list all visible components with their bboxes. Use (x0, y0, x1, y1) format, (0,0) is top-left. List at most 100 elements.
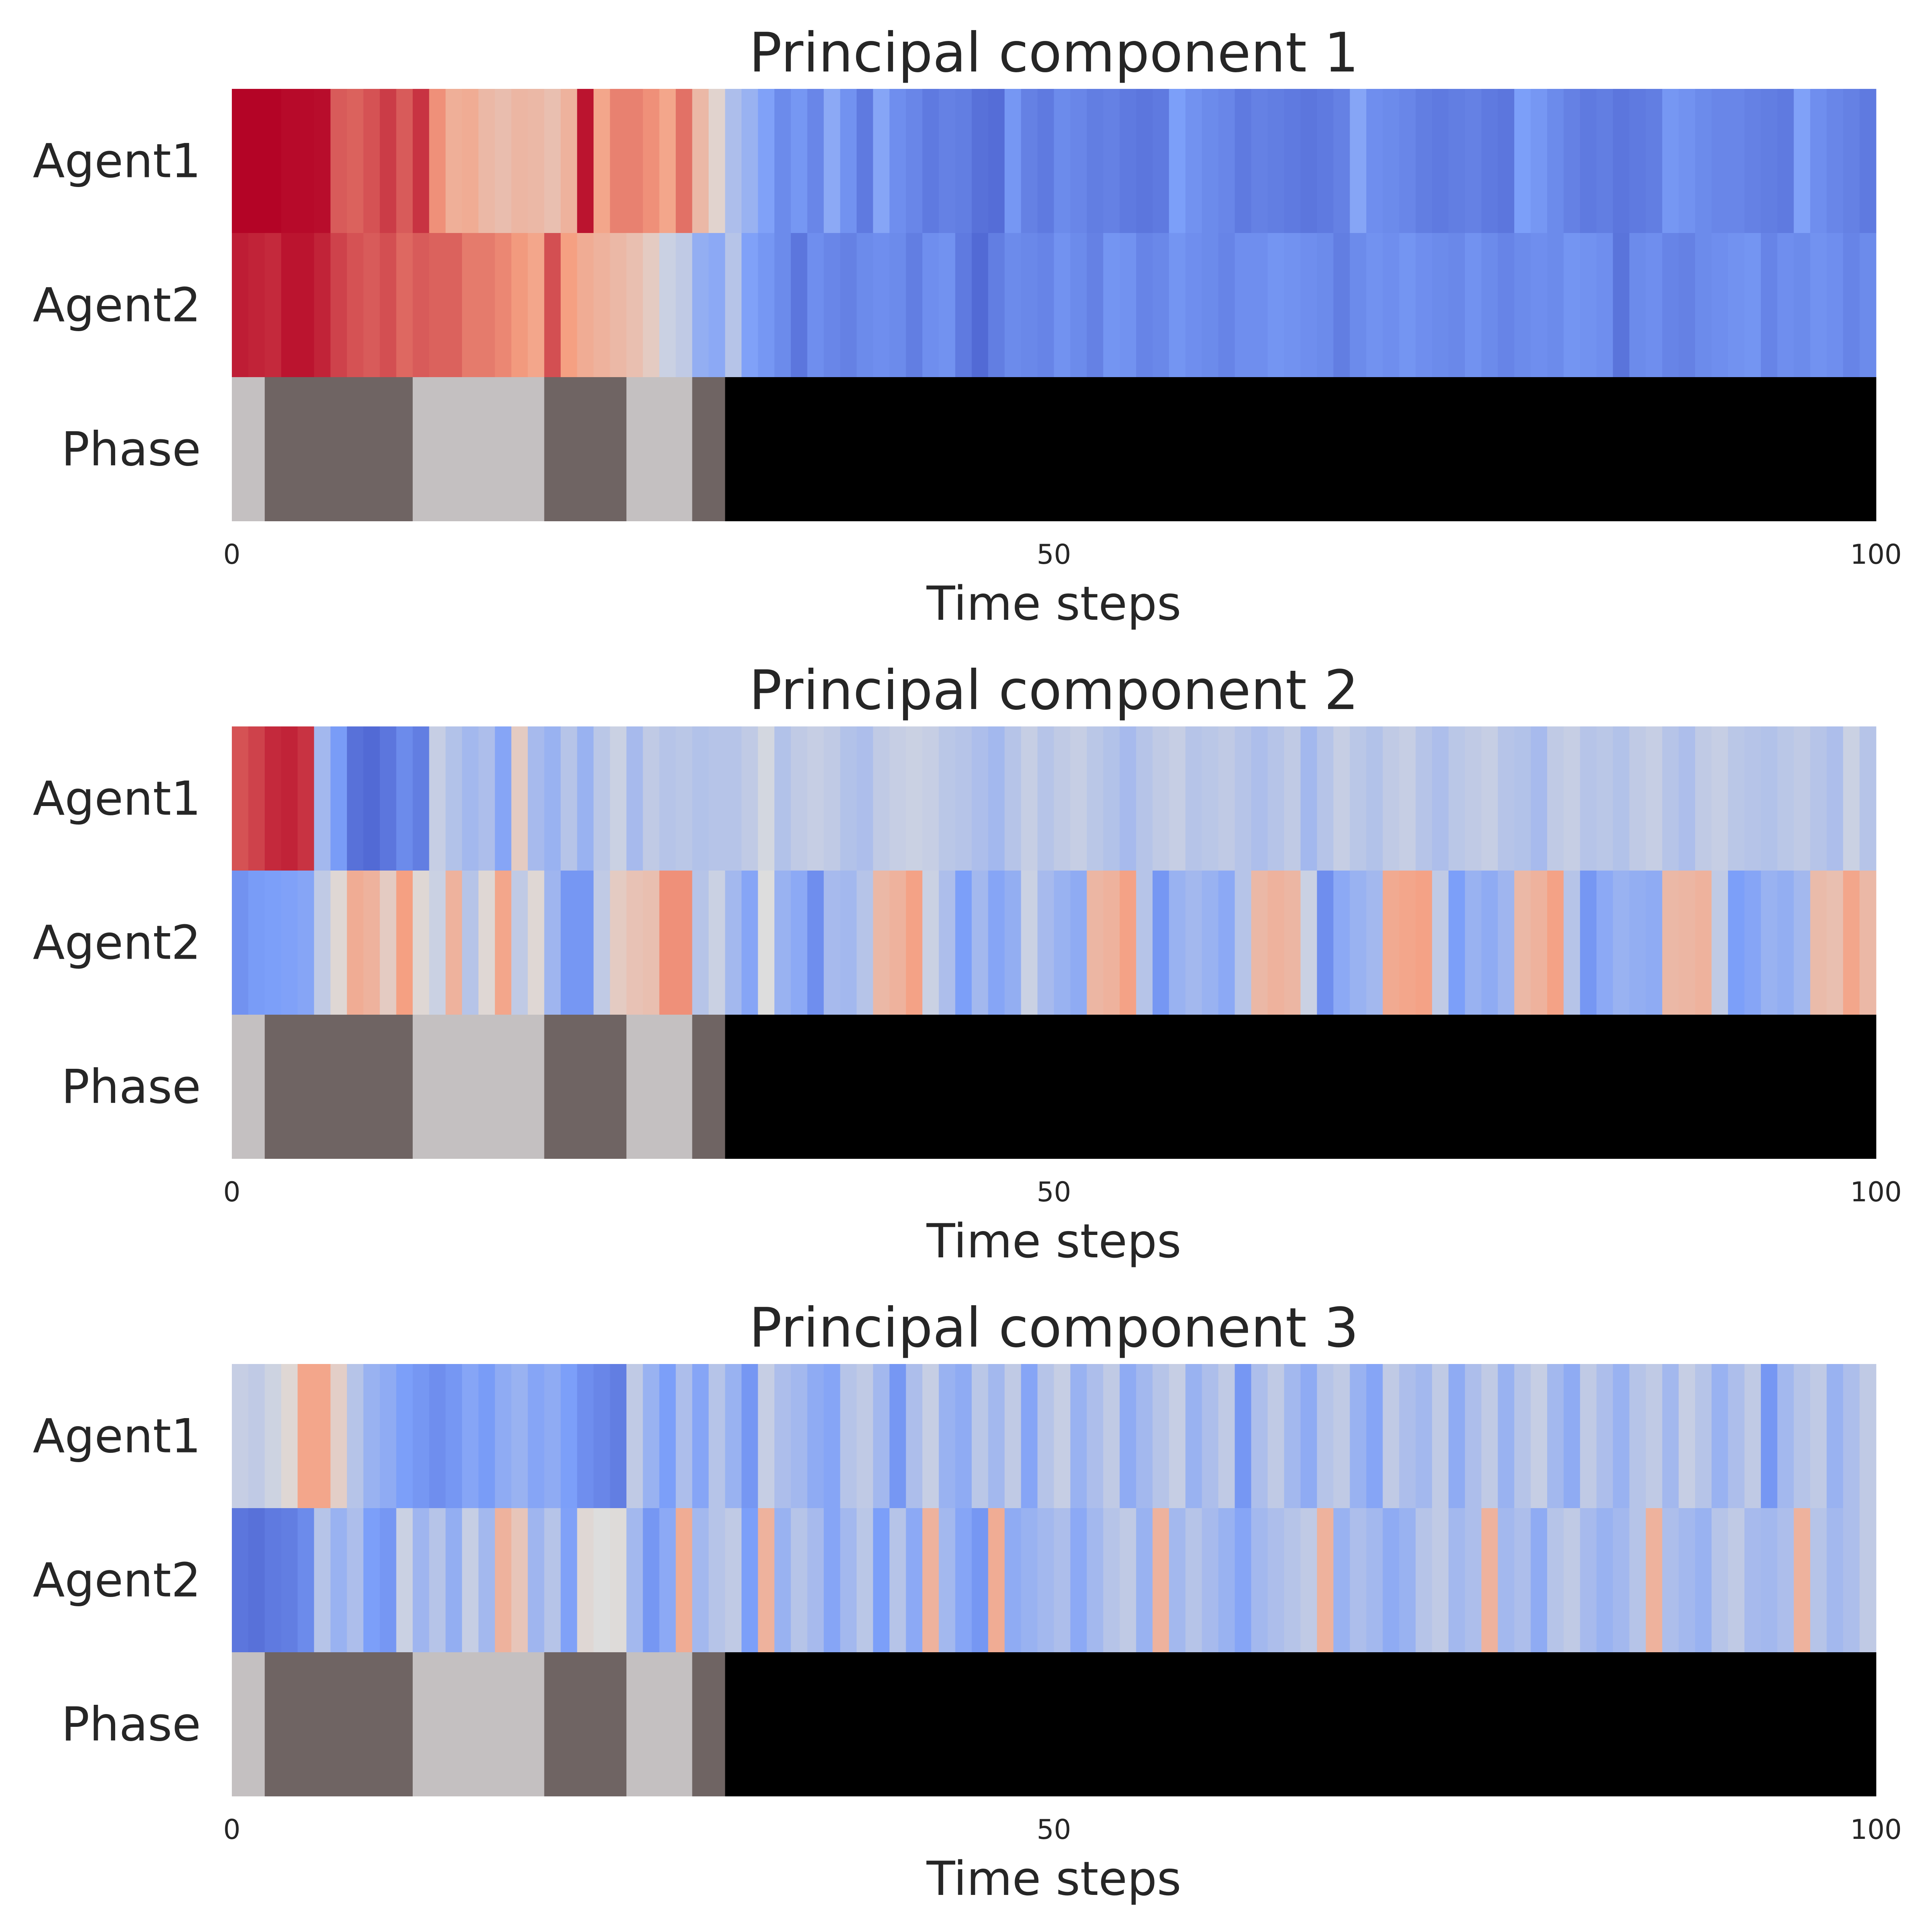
heatmap-cell-agent1-89 (1695, 89, 1712, 233)
heatmap-cell-agent2-12 (429, 1508, 446, 1653)
heatmap-cell-agent1-16 (495, 1364, 512, 1509)
heatmap-cell-agent2-15 (478, 1508, 495, 1653)
heatmap-cell-agent1-81 (1563, 1364, 1580, 1509)
heatmap-cell-agent2-63 (1267, 233, 1284, 378)
heatmap-cell-agent1-87 (1662, 726, 1679, 871)
heatmap-cell-agent2-58 (1185, 233, 1202, 378)
heatmap-cell-agent1-38 (856, 89, 874, 233)
heatmap-cell-agent1-44 (955, 89, 972, 233)
heatmap-cell-agent1-38 (856, 1364, 874, 1509)
heatmap-cell-agent1-3 (281, 726, 298, 871)
heatmap-cell-agent1-64 (1284, 726, 1301, 871)
heatmap-cell-agent1-61 (1235, 726, 1252, 871)
heatmap-cell-agent1-66 (1317, 726, 1334, 871)
heatmap-cell-agent2-92 (1744, 1508, 1761, 1653)
phase-segment-2 (413, 377, 545, 521)
heatmap-cell-agent2-91 (1728, 1508, 1745, 1653)
x-axis-label: Time steps (926, 1214, 1181, 1269)
heatmap-cell-agent2-69 (1366, 871, 1383, 1015)
heatmap-cell-agent2-85 (1629, 871, 1646, 1015)
heatmap-cell-agent2-61 (1235, 871, 1252, 1015)
heatmap-cell-agent1-88 (1679, 726, 1696, 871)
heatmap-cell-agent1-89 (1695, 1364, 1712, 1509)
heatmap-cell-agent1-45 (971, 89, 989, 233)
heatmap-cell-agent1-28 (692, 1364, 709, 1509)
heatmap-cell-agent2-73 (1432, 871, 1449, 1015)
heatmap-cell-agent2-23 (610, 233, 627, 378)
heatmap-cell-agent2-16 (495, 871, 512, 1015)
heatmap-cell-agent2-38 (856, 233, 874, 378)
heatmap-cell-agent2-54 (1119, 233, 1137, 378)
heatmap-cell-agent2-10 (396, 233, 413, 378)
heatmap-cell-agent2-22 (594, 871, 611, 1015)
heatmap-cell-agent1-23 (610, 726, 627, 871)
heatmap-cell-agent1-48 (1021, 726, 1038, 871)
heatmap-cell-agent2-28 (692, 233, 709, 378)
heatmap-cell-agent1-92 (1744, 1364, 1761, 1509)
heatmap-cell-agent2-37 (840, 1508, 857, 1653)
heatmap-cell-agent1-21 (577, 89, 594, 233)
heatmap-cell-agent2-65 (1300, 1508, 1318, 1653)
heatmap-cell-agent2-23 (610, 871, 627, 1015)
heatmap-cell-agent1-12 (429, 726, 446, 871)
heatmap-cell-agent2-49 (1037, 1508, 1054, 1653)
heatmap-cell-agent2-1 (248, 233, 265, 378)
heatmap-cell-agent1-30 (725, 89, 742, 233)
heatmap-cell-agent2-27 (675, 871, 693, 1015)
heatmap-cell-agent1-74 (1448, 89, 1466, 233)
heatmap-cell-agent2-14 (462, 233, 479, 378)
heatmap-cell-agent1-49 (1037, 726, 1054, 871)
phase-segment-5 (692, 377, 726, 521)
heatmap-cell-agent2-59 (1202, 1508, 1219, 1653)
heatmap-cell-agent1-8 (363, 89, 380, 233)
heatmap-cell-agent2-10 (396, 871, 413, 1015)
heatmap-cell-agent1-99 (1859, 726, 1876, 871)
heatmap-cell-agent1-31 (742, 726, 759, 871)
heatmap-cell-agent2-77 (1498, 1508, 1515, 1653)
heatmap-cell-agent1-36 (823, 1364, 841, 1509)
heatmap-cell-agent2-74 (1448, 871, 1466, 1015)
x-tick-label: 0 (223, 1176, 241, 1208)
heatmap-cell-agent2-92 (1744, 871, 1761, 1015)
heatmap-cell-agent2-7 (347, 871, 364, 1015)
heatmap-cell-agent1-48 (1021, 1364, 1038, 1509)
heatmap-cell-agent1-19 (544, 89, 561, 233)
heatmap-cell-agent1-78 (1514, 1364, 1531, 1509)
phase-segment-3 (544, 377, 627, 521)
heatmap-cell-agent1-41 (906, 1364, 923, 1509)
heatmap-cell-agent1-39 (873, 1364, 890, 1509)
heatmap-cell-agent1-42 (922, 726, 939, 871)
heatmap-cell-agent1-77 (1498, 89, 1515, 233)
heatmap-cell-agent1-88 (1679, 1364, 1696, 1509)
heatmap-cell-agent2-64 (1284, 233, 1301, 378)
heatmap-cell-agent2-74 (1448, 1508, 1466, 1653)
heatmap-cell-agent2-89 (1695, 233, 1712, 378)
heatmap-cell-agent1-15 (478, 1364, 495, 1509)
heatmap-cell-agent1-24 (626, 1364, 643, 1509)
heatmap-cell-agent2-71 (1399, 233, 1416, 378)
heatmap-cell-agent1-84 (1613, 1364, 1630, 1509)
heatmap-cell-agent2-65 (1300, 871, 1318, 1015)
heatmap-cell-agent1-29 (708, 726, 726, 871)
heatmap-cell-agent1-83 (1596, 89, 1613, 233)
heatmap-cell-agent2-81 (1563, 1508, 1580, 1653)
heatmap-cell-agent1-2 (265, 89, 282, 233)
heatmap-cell-agent2-83 (1596, 871, 1613, 1015)
heatmap-cell-agent1-86 (1646, 89, 1663, 233)
heatmap-cell-agent2-76 (1481, 871, 1498, 1015)
heatmap-cell-agent2-96 (1810, 233, 1827, 378)
heatmap-cell-agent1-76 (1481, 726, 1498, 871)
heatmap-cell-agent1-66 (1317, 1364, 1334, 1509)
heatmap-cell-agent2-21 (577, 871, 594, 1015)
heatmap-cell-agent1-41 (906, 726, 923, 871)
heatmap-cell-agent1-10 (396, 1364, 413, 1509)
heatmap-cell-agent1-81 (1563, 89, 1580, 233)
heatmap-cell-agent1-1 (248, 1364, 265, 1509)
heatmap-cell-agent2-80 (1547, 871, 1564, 1015)
phase-segment-0 (232, 1652, 265, 1796)
heatmap-cell-agent1-40 (889, 1364, 906, 1509)
heatmap-cell-agent2-87 (1662, 871, 1679, 1015)
heatmap-cell-agent1-51 (1070, 1364, 1087, 1509)
heatmap-cell-agent2-94 (1777, 1508, 1794, 1653)
phase-segment-1 (265, 1652, 413, 1796)
